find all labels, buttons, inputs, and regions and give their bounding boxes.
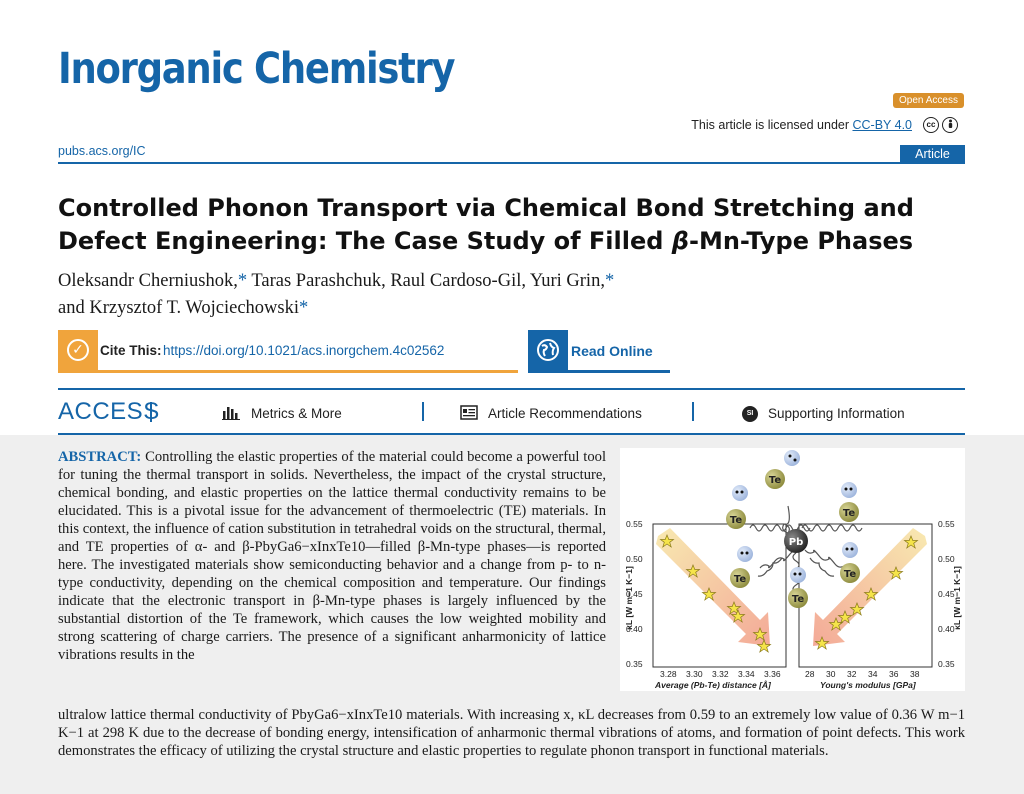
cite-this-box [58, 330, 518, 373]
abstract-paragraph-1: ABSTRACT: Controlling the elastic proper… [58, 448, 606, 664]
license-text: This article is licensed under [691, 118, 853, 132]
bar-chart-icon [222, 407, 240, 420]
left-y-tick: 0.35 [626, 659, 643, 669]
svg-text:Te: Te [730, 515, 742, 526]
abstract-text-1: Controlling the elastic properties of th… [58, 449, 607, 663]
supporting-info-icon: SI [742, 406, 758, 422]
left-x-tick: 3.32 [712, 669, 729, 679]
author-list: Oleksandr Cherniushok,* Taras Parashchuk… [58, 268, 958, 322]
read-online-link[interactable]: Read Online [571, 343, 653, 359]
access-separator [150, 402, 152, 422]
left-y-tick: 0.55 [626, 519, 643, 529]
metrics-link[interactable]: Metrics & More [251, 406, 342, 421]
left-plot-frame [652, 523, 787, 668]
svg-text:Te: Te [844, 569, 856, 580]
svg-text:Pb: Pb [789, 537, 804, 548]
right-y-tick: 0.55 [938, 519, 955, 529]
cc-license-icons: cc [923, 117, 958, 135]
left-trend-arrow [656, 528, 770, 646]
title-beta: β [671, 227, 689, 255]
header-divider [58, 162, 965, 164]
corresponding-star: * [237, 271, 248, 291]
open-access-badge: Open Access [893, 93, 964, 108]
left-y-axis-label: κL [W m−1 K−1] [624, 566, 634, 630]
left-x-tick: 3.30 [686, 669, 703, 679]
author-2[interactable]: Taras Parashchuk, Raul Cardoso-Gil, Yuri… [247, 271, 605, 291]
pb-atom: Pb [784, 529, 808, 553]
cartoon-faces [732, 450, 858, 583]
left-y-tick: 0.45 [626, 589, 643, 599]
journal-title: Inorganic Chemistry [58, 44, 456, 94]
right-y-tick: 0.45 [938, 589, 955, 599]
license-notice: This article is licensed under CC-BY 4.0 [0, 118, 912, 132]
access-separator [692, 402, 694, 421]
attribution-icon [942, 117, 958, 133]
article-title: Controlled Phonon Transport via Chemical… [58, 192, 968, 258]
supporting-info-link[interactable]: Supporting Information [768, 406, 905, 421]
journal-url[interactable]: pubs.acs.org/IC [58, 144, 146, 158]
right-y-tick: 0.35 [938, 659, 955, 669]
abstract-paragraph-2: ultralow lattice thermal conductivity of… [58, 707, 965, 759]
right-y-tick: 0.50 [938, 554, 955, 564]
article-type-tag: Article [900, 145, 965, 164]
left-y-tick: 0.40 [626, 624, 643, 634]
right-x-tick: 30 [826, 669, 836, 679]
right-data-points [814, 535, 919, 650]
left-x-tick: 3.36 [764, 669, 781, 679]
title-text-1: Controlled Phonon Transport via Chemical… [58, 194, 914, 255]
right-x-tick: 36 [889, 669, 899, 679]
doi-link[interactable]: https://doi.org/10.1021/acs.inorgchem.4c… [163, 343, 445, 358]
corresponding-star: * [604, 271, 615, 291]
recommendations-icon [460, 405, 478, 420]
left-x-tick: 3.28 [660, 669, 677, 679]
access-separator [422, 402, 424, 421]
corresponding-star: * [299, 298, 309, 318]
right-x-tick: 38 [910, 669, 920, 679]
author-3[interactable]: and Krzysztof T. Wojciechowski [58, 298, 300, 318]
cc-icon: cc [923, 117, 939, 133]
te-atoms: Te Te Te Te Te Te [726, 469, 860, 608]
license-link[interactable]: CC-BY 4.0 [852, 118, 912, 132]
right-x-tick: 28 [805, 669, 815, 679]
access-bottom-divider [58, 433, 965, 435]
read-online-box[interactable] [528, 330, 670, 373]
right-y-tick: 0.40 [938, 624, 955, 634]
svg-text:Te: Te [843, 508, 855, 519]
svg-text:Te: Te [734, 574, 746, 585]
bond-springs [749, 505, 863, 594]
svg-text:Te: Te [792, 594, 804, 605]
right-x-tick: 34 [868, 669, 878, 679]
left-x-tick: 3.34 [738, 669, 755, 679]
left-y-tick: 0.50 [626, 554, 643, 564]
title-text-2: -Mn-Type Phases [688, 227, 914, 255]
recommendations-link[interactable]: Article Recommendations [488, 406, 642, 421]
left-data-points [659, 534, 772, 653]
access-heading: ACCESS [58, 398, 160, 425]
left-x-axis-label: Average (Pb-Te) distance [Å] [654, 680, 772, 690]
svg-text:Te: Te [769, 475, 781, 486]
abstract-label: ABSTRACT: [58, 449, 142, 465]
access-top-divider [58, 388, 965, 390]
cite-label: Cite This: [100, 343, 162, 358]
toc-graphic: Pb Te Te Te Te Te Te 0.55 0.50 0.45 0.40… [620, 448, 965, 691]
cite-check-icon: ✓ [58, 330, 98, 370]
right-x-tick: 32 [847, 669, 857, 679]
globe-icon [528, 330, 568, 370]
author-1[interactable]: Oleksandr Cherniushok, [58, 271, 238, 291]
right-y-axis-label: κL [W m−1 K−1] [952, 566, 962, 630]
right-x-axis-label: Young's modulus [GPa] [820, 680, 917, 690]
